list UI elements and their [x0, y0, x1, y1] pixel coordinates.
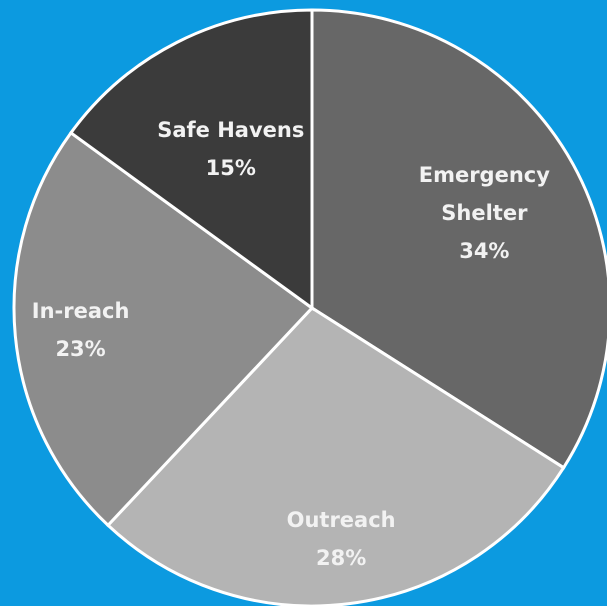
pie-slice: [105, 306, 566, 606]
category-label: In-reach: [31, 298, 130, 323]
value-label: 15%: [205, 155, 256, 180]
category-label: Outreach: [286, 507, 396, 532]
category-label: Safe Havens: [157, 117, 305, 142]
pie-slice: [68, 8, 314, 311]
slice-label: Safe Havens 15%: [146, 111, 316, 187]
slice-label: Outreach 28%: [256, 501, 426, 577]
slice-label: Emergency Shelter 34%: [399, 156, 569, 270]
value-label: 23%: [55, 336, 106, 361]
value-label: 34%: [459, 239, 510, 264]
slice-label: In-reach 23%: [0, 292, 166, 368]
category-label: Emergency Shelter: [418, 163, 550, 226]
value-label: 28%: [315, 545, 367, 570]
pie-slice: [12, 130, 315, 528]
